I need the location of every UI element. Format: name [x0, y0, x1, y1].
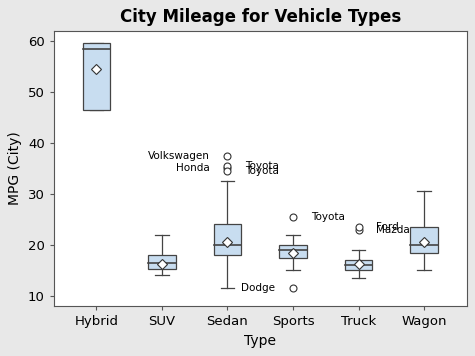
- Bar: [345, 260, 372, 270]
- Bar: [410, 227, 438, 252]
- Text: Toyota: Toyota: [245, 166, 279, 176]
- Bar: [214, 225, 241, 255]
- Bar: [83, 43, 110, 110]
- Bar: [279, 245, 307, 258]
- Text: Dodge: Dodge: [241, 283, 276, 293]
- Bar: [148, 255, 176, 269]
- Text: Mazda: Mazda: [376, 225, 410, 235]
- Text: Toyota: Toyota: [311, 212, 344, 222]
- Title: City Mileage for Vehicle Types: City Mileage for Vehicle Types: [120, 8, 401, 26]
- Text: Volkswagen: Volkswagen: [148, 151, 210, 161]
- Text: Toyota: Toyota: [245, 161, 279, 171]
- Text: Honda: Honda: [176, 163, 210, 173]
- X-axis label: Type: Type: [244, 334, 276, 348]
- Text: Ford: Ford: [376, 222, 399, 232]
- Y-axis label: MPG (City): MPG (City): [9, 131, 22, 205]
